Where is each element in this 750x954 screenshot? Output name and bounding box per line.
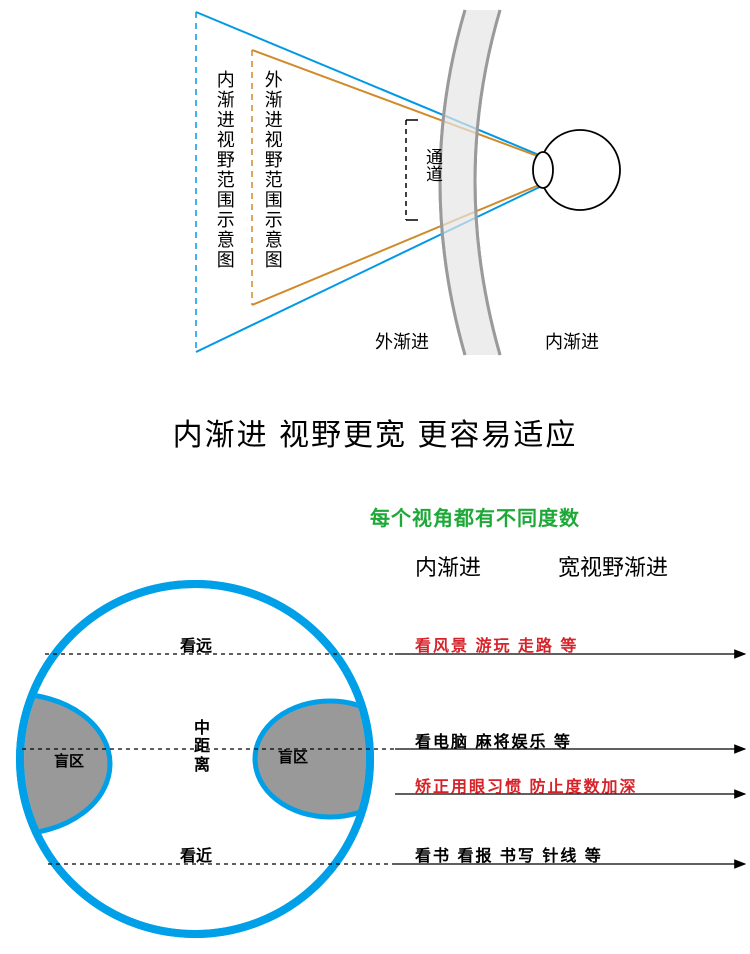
row-mid-left-text: 中距离 xyxy=(186,720,218,775)
row-mid-left: 中距离 xyxy=(186,720,218,775)
inner-progressive-vertical-label: 内渐进视野范围示意图 xyxy=(214,70,234,270)
row-correct-right: 矫正用眼习惯 防止度数加深 xyxy=(415,773,637,797)
headline: 内渐进 视野更宽 更容易适应 xyxy=(0,410,750,454)
outer-bottom-label: 外渐进 xyxy=(375,328,429,354)
blind-zone-right-label: 盲区 xyxy=(278,746,308,767)
top-diagram: 内渐进视野范围示意图 外渐进视野范围示意图 通道 外渐进 内渐进 xyxy=(0,0,750,370)
bottom-diagram: 每个视角都有不同度数 内渐进 宽视野渐进 看远 看风景 游玩 走路 等 中距离 … xyxy=(0,484,750,954)
row-mid-right: 看电脑 麻将娱乐 等 xyxy=(415,728,572,752)
green-header: 每个视角都有不同度数 xyxy=(370,502,580,531)
row-near-left: 看近 xyxy=(180,842,212,866)
sub-header-right: 宽视野渐进 xyxy=(558,550,668,582)
outer-progressive-vertical-label: 外渐进视野范围示意图 xyxy=(262,70,282,270)
blind-zone-left-label: 盲区 xyxy=(54,750,84,771)
row-far-right: 看风景 游玩 走路 等 xyxy=(415,632,578,656)
row-far-left: 看远 xyxy=(180,632,212,656)
top-diagram-svg xyxy=(0,0,750,370)
inner-bottom-label: 内渐进 xyxy=(545,328,599,354)
sub-header-left: 内渐进 xyxy=(415,550,481,582)
row-near-right: 看书 看报 书写 针线 等 xyxy=(415,842,603,866)
channel-label: 通道 xyxy=(420,148,445,182)
